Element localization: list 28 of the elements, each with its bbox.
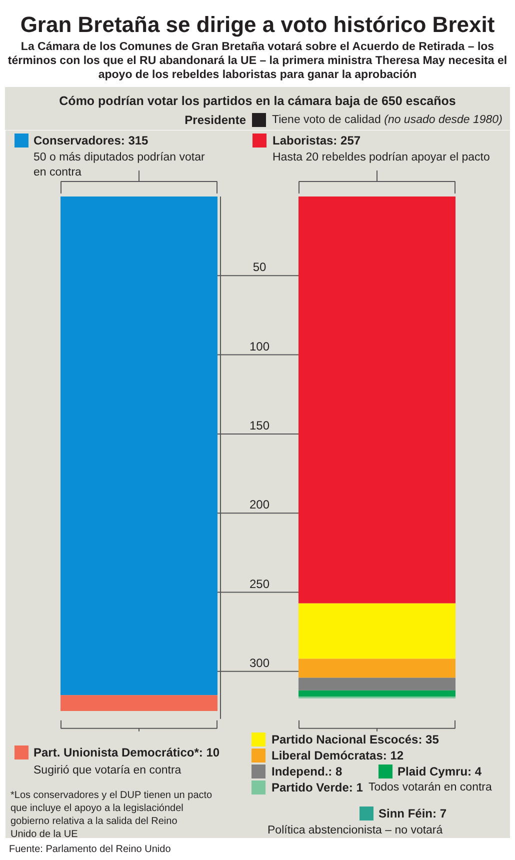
text: Política abstencionista – no votará (268, 824, 444, 836)
y-tick-label: 100 (249, 339, 270, 354)
legend-label: Conservadores: 315 (34, 134, 149, 148)
chart-title: Gran Bretaña se dirige a voto histórico Brexit (19, 11, 496, 38)
text: Cómo podrían votar los partidos en la cámara baja de 650 escaños (58, 94, 457, 109)
legend-label: Laboristas: 257 (272, 134, 361, 148)
legend-label: Plaid Cymru: 4 (398, 764, 482, 778)
text: Sugirió que votaría en contra (34, 764, 182, 776)
y-tick-label: 150 (249, 418, 270, 432)
y-tick-label: 250 (249, 576, 270, 591)
source-note: Fuente: Parlamento del Reino Unido (9, 844, 171, 855)
text: Presidente (184, 113, 246, 127)
legend-label: Sinn Féin: 7 (378, 806, 447, 820)
y-tick-label: 300 (249, 656, 270, 670)
text: Tiene voto de calidad (272, 114, 381, 126)
legend-label: Independ.: 8 (272, 764, 342, 778)
text: Hasta 20 rebeldes podrían apoyar el pacto (272, 152, 490, 164)
legend-label: Partido Nacional Escocés: 35 (272, 732, 440, 746)
legend-label: Liberal Demócratas: 12 (272, 748, 404, 762)
text: 50 o más diputados podrían votar en contra (34, 152, 205, 178)
y-tick-label: 50 (252, 260, 266, 274)
chart-subtitle: La Cámara de los Comunes de Gran Bretaña votará sobre el Acuerdo de Retirada – los términos con los que el RU abandonará la UE – la primera ministra Theresa May necesita el apoyo de los rebeldes laboristas para ganar la aprobación (6, 40, 508, 82)
legend-label: Part. Unionista Democrático*: 10 (34, 746, 220, 760)
text: Todos votarán en contra (368, 782, 492, 794)
text: *Los conservadores y el DUP tienen un pacto que incluye el apoyo a la legislacióndel gobierno relativa a la salida del Reino Unido de la UE (10, 790, 213, 840)
y-tick-label: 200 (249, 498, 270, 512)
legend-label: Partido Verde: 1 (272, 780, 364, 794)
text: (no usado desde 1980) (384, 114, 502, 126)
